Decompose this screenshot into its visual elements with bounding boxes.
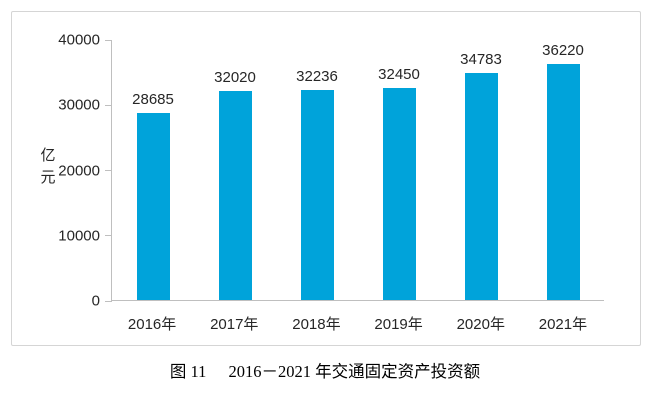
bar-value-label: 32020 [214,69,256,87]
y-tick-label: 20000 [58,162,100,179]
y-tick-label: 10000 [58,227,100,245]
y-tick-label: 0 [91,292,100,310]
y-tick-label: 40000 [58,31,100,49]
bar [464,73,498,300]
y-tick-mark [105,170,112,171]
bar-group: 32020 [194,40,276,300]
figure-label: 图 11 [169,362,207,381]
y-tick-label: 30000 [58,96,100,114]
figure-title: 2016－2021 年交通固定资产投资额 [228,362,481,381]
x-axis: 2016年 2017年 2018年 2019年 2020年 2021年 [111,314,604,336]
bar [382,88,416,300]
bar-value-label: 32450 [378,66,420,84]
y-tick-mark [105,235,112,237]
y-axis-unit-label: 亿元 [40,147,56,186]
bar-value-label: 36220 [542,41,584,59]
bar-group: 32236 [276,40,358,300]
bar-group: 28685 [112,40,194,300]
bar-group: 34783 [440,40,522,300]
plot-area: 28685 32020 32236 32450 34783 36220 [105,39,604,302]
y-tick-mark [105,300,112,302]
x-tick-label: 2021年 [538,316,588,333]
x-tick-label: 2017年 [210,316,259,333]
bar-value-label: 32236 [296,67,338,85]
bar [136,112,170,300]
x-tick-label: 2019年 [374,316,423,333]
bar [300,89,334,300]
y-axis: 0 10000 20000 30000 40000 [12,12,100,345]
y-tick-mark [105,104,112,106]
figure-caption: 图 11 2016－2021 年交通固定资产投资额 [0,360,650,384]
x-tick-label: 2016年 [127,316,177,333]
chart-card: 亿元 0 10000 20000 30000 40000 28685 32020 32236… [11,11,641,346]
bar-group: 36220 [522,40,604,300]
x-tick-label: 2018年 [292,316,341,333]
bar [546,63,580,300]
bar-value-label: 34783 [460,51,502,69]
x-tick-label: 2020年 [456,316,505,333]
y-tick-mark [105,39,112,41]
bar-value-label: 28685 [132,90,174,108]
bar-group: 32450 [358,40,440,300]
bars-row: 28685 32020 32236 32450 34783 36220 [112,40,604,300]
bar [218,91,252,300]
